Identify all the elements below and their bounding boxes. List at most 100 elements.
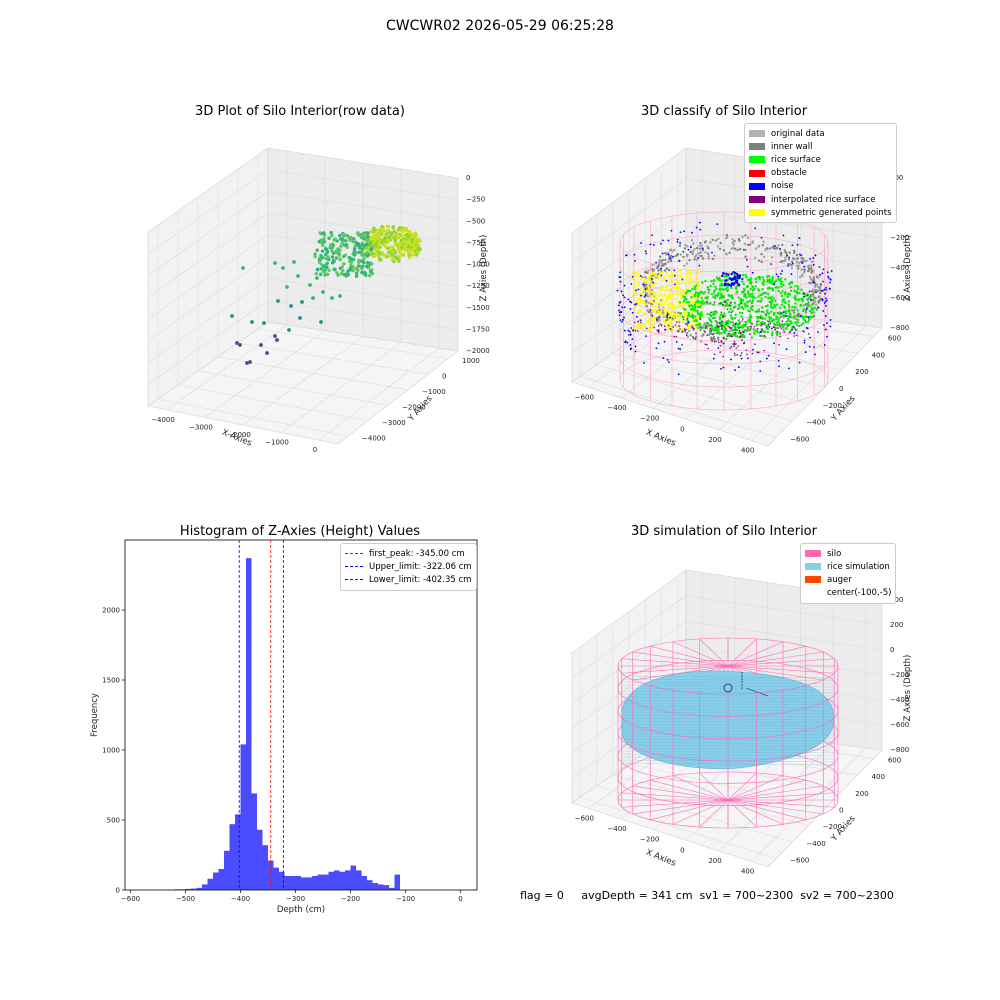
noise-point [623,316,625,319]
rice-surface-point [714,294,717,297]
inner-wall-point [685,262,689,265]
silo-roof-spoke [727,638,757,667]
inner-wall-point [776,326,779,330]
rice-surface-point [795,318,798,321]
data-point [352,253,357,257]
data-point [298,316,302,320]
data-point [245,361,249,365]
x-tick-label: 0 [313,446,317,454]
silo-roof-spoke [727,641,784,667]
legend-label: Upper_limit: -322.06 cm [369,561,472,572]
x-tick-label: −200 [640,836,659,844]
silo-roof-spoke [650,645,729,667]
inner-wall-point [792,317,796,320]
noise-point [695,226,698,229]
rice-surface-point [779,292,783,295]
legend-label: center(-100,-5) [827,588,892,599]
noise-point [682,250,685,253]
noise-point [621,306,624,309]
inner-wall-point [661,258,664,262]
symmetric-point [672,312,676,316]
legend-item-original-data: original data [749,127,892,140]
symmetric-point [657,275,661,279]
noise-point [619,319,622,321]
noise-point [731,277,735,281]
inner-wall-point [740,338,744,342]
interpolated-point [676,321,678,323]
rice-surface-point [678,301,682,304]
rice-surface-point [757,275,761,279]
noise-point [759,331,762,333]
noise-point [637,288,640,291]
grid-line [147,278,269,363]
interpolated-point [704,331,706,333]
noise-point [634,303,636,306]
grid-line [280,342,402,433]
noise-point [679,231,682,234]
data-point [341,234,346,238]
interpolated-point [723,342,725,345]
inner-wall-point [805,259,808,263]
inner-wall-point [777,244,780,247]
histogram-bar [279,871,285,890]
histogram-bar [290,876,296,890]
interpolated-point [692,327,695,330]
noise-point [662,239,664,242]
inner-wall-point [804,311,808,314]
noise-point [617,304,620,307]
rice-surface-point [701,281,704,284]
interpolated-point [776,331,779,333]
data-point [351,239,355,244]
rice-surface-point [763,321,766,325]
rice-surface-point [690,296,693,299]
symmetric-point [667,274,670,278]
symmetric-point [650,290,653,294]
interpolated-point [734,331,737,334]
inner-wall-point [812,294,815,297]
symmetric-point [676,300,680,304]
interpolated-point [732,306,735,309]
symmetric-point [664,321,667,325]
interpolated-point [768,326,771,328]
data-point [330,249,334,253]
noise-point [650,277,653,280]
inner-wall-point [733,240,736,243]
inner-wall-point [779,260,783,263]
noise-point [629,344,632,346]
data-point [289,304,293,308]
rice-surface-point [766,327,770,331]
data-point [344,239,348,243]
rice-surface-point [764,295,767,299]
inner-wall-point [819,298,822,301]
noise-point [649,243,652,246]
rice-surface-point [772,297,776,300]
noise-point [775,273,778,276]
noise-point [660,267,662,270]
symmetric-point [678,270,682,273]
rice-surface-point [774,299,777,303]
rice-surface-point [750,305,753,309]
inner-wall-point [790,308,793,312]
symmetric-point [689,279,693,282]
silo-floor-spoke [727,799,806,821]
data-point [382,237,387,242]
noise-point [782,234,785,237]
interpolated-point [774,328,776,331]
rice-surface-point [756,309,759,313]
rice-surface-point [736,290,739,293]
histogram-bar [185,888,191,890]
data-point [410,237,414,241]
symmetric-point [666,303,670,306]
rice-surface-point [696,299,699,302]
rice-surface-point [793,315,796,318]
data-point [383,244,388,249]
inner-wall-point [682,264,686,267]
histogram-bar [180,889,186,890]
noise-point [825,299,828,302]
legend-line [345,566,363,568]
legend-label: noise [771,181,794,192]
rice-surface-point [787,308,790,312]
rice-surface-point [714,319,717,323]
noise-point [663,340,666,343]
noise-point [734,323,737,325]
